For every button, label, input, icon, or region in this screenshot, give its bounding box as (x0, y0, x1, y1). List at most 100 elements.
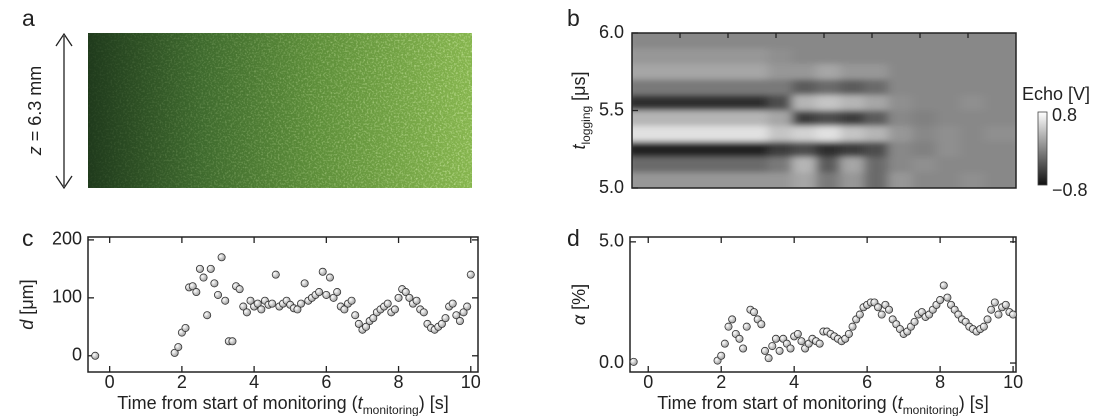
x-axis-label: Time from start of monitoring (tmonitori… (657, 393, 988, 416)
x-tick-label: 0 (643, 372, 653, 392)
data-point (369, 314, 378, 323)
heat-cell (984, 141, 1016, 157)
colorbar (1037, 111, 1048, 186)
data-point (329, 293, 338, 302)
data-point (347, 296, 356, 305)
x-tick-label: 10 (461, 372, 481, 392)
data-point (257, 305, 266, 314)
data-point (300, 279, 309, 288)
data-point (455, 317, 464, 326)
heat-cell (984, 79, 1016, 95)
x-label-var: t (898, 393, 904, 413)
arrow-heads (55, 32, 73, 190)
data-point (848, 322, 857, 331)
data-point (318, 267, 327, 276)
y-tick-label: 6.0 (599, 22, 624, 42)
data-point (170, 348, 179, 357)
data-point (786, 344, 795, 353)
panel-letter: c (22, 225, 34, 251)
data-point (910, 317, 919, 326)
data-point (246, 296, 255, 305)
data-point (717, 351, 726, 360)
heatmap (632, 33, 1016, 188)
data-point (994, 310, 1003, 319)
data-point (239, 302, 248, 311)
y-tick-label: 5.0 (599, 177, 624, 197)
panel-a-image (55, 32, 472, 190)
data-point (1001, 300, 1010, 309)
data-point (354, 319, 363, 328)
x-tick-label: 8 (394, 372, 404, 392)
data-point (195, 264, 204, 273)
data-point (1009, 310, 1018, 319)
data-point (401, 288, 410, 297)
data-point (466, 270, 475, 279)
data-point (412, 296, 421, 305)
data-point (203, 311, 212, 320)
scale-var: z (25, 146, 45, 156)
data-point (724, 322, 733, 331)
y-tick-label: 5.0 (599, 231, 624, 251)
data-point (437, 319, 446, 328)
data-point (463, 302, 472, 311)
data-point (174, 343, 183, 352)
y-tick-label: 0 (72, 345, 82, 365)
y-axis-label: α [%] (569, 284, 589, 325)
panel-letter: a (22, 5, 35, 31)
data-point (441, 314, 450, 323)
panel-letter: b (567, 5, 580, 31)
x-label-text: Time from start of monitoring ( (657, 393, 897, 413)
data-point (764, 354, 773, 363)
heat-cell (984, 126, 1016, 142)
x-label-sub: monitoring (363, 403, 419, 416)
data-point (210, 279, 219, 288)
x-tick-label: 2 (177, 372, 187, 392)
data-point (181, 323, 190, 332)
data-point (855, 310, 864, 319)
data-point (793, 329, 802, 338)
data-point (242, 308, 251, 317)
data-point (885, 305, 894, 314)
heat-cell (984, 110, 1016, 126)
data-point (775, 346, 784, 355)
data-point (760, 346, 769, 355)
y-label-sub: logging (579, 106, 593, 145)
x-tick-label: 10 (1003, 372, 1023, 392)
data-point (448, 299, 457, 308)
data-point (987, 305, 996, 314)
plot-frame (87, 236, 479, 373)
y-tick-label: 5.5 (599, 99, 624, 119)
data-point (394, 293, 403, 302)
data-point (253, 299, 262, 308)
data-point (936, 296, 945, 305)
data-point (340, 305, 349, 314)
data-point (757, 320, 766, 329)
scale-text: = 6.3 mm (25, 66, 45, 142)
data-point (750, 308, 759, 317)
panel-letter: d (567, 225, 580, 251)
data-point (383, 299, 392, 308)
data-point (815, 339, 824, 348)
x-tick-label: 4 (249, 372, 259, 392)
data-point (235, 285, 244, 294)
data-point (728, 315, 737, 324)
data-point (742, 322, 751, 331)
data-point (720, 339, 729, 348)
x-tick-label: 2 (716, 372, 726, 392)
data-point (271, 270, 280, 279)
data-point (351, 311, 360, 320)
heat-cell (984, 95, 1016, 111)
data-point (268, 299, 277, 308)
x-label-text: Time from start of monitoring ( (117, 393, 357, 413)
heat-cell (984, 33, 1016, 49)
data-point (797, 337, 806, 346)
data-point (459, 308, 468, 317)
data-point (877, 310, 886, 319)
heatmap-cells (632, 33, 1016, 188)
x-label-sub: monitoring (903, 403, 959, 416)
colorbar-tick-label: 0.8 (1052, 105, 1077, 125)
plot-frame (629, 236, 1017, 373)
y-tick-label: 200 (52, 229, 82, 249)
data-point (199, 273, 208, 282)
y-label-var: t (569, 144, 589, 150)
